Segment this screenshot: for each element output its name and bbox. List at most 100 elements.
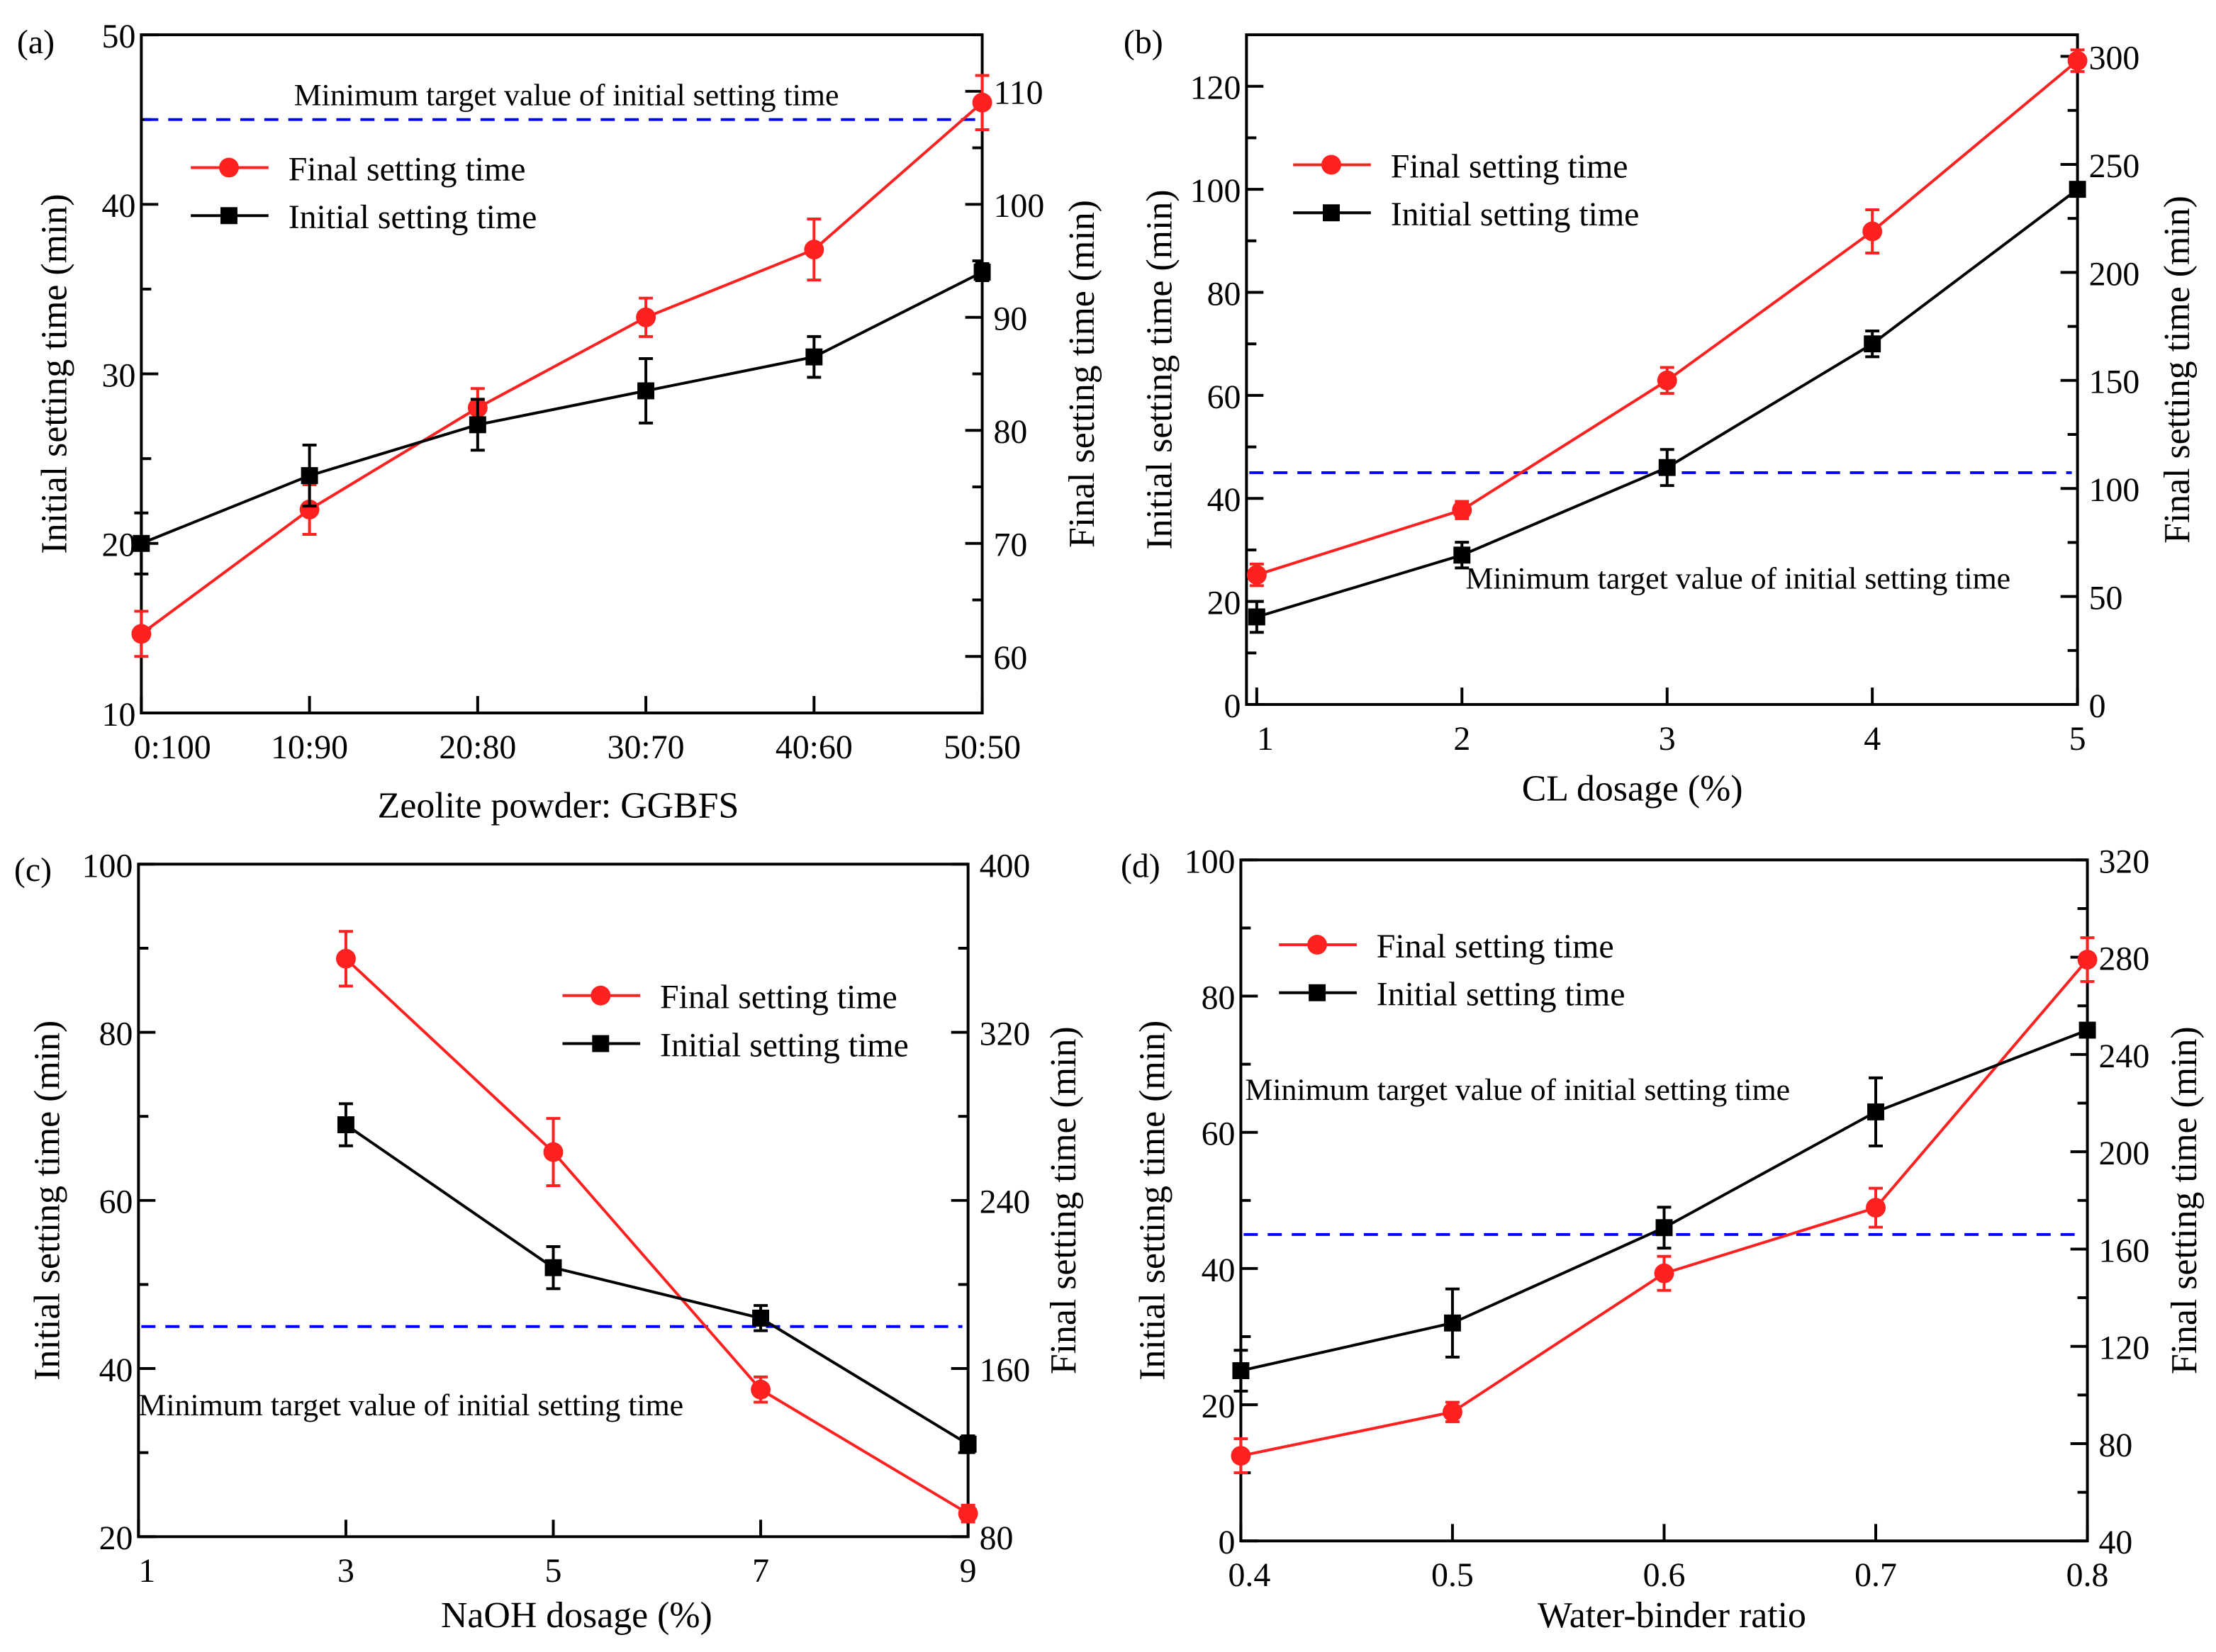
right-axis-label: Final setting time (min) bbox=[2164, 1026, 2205, 1374]
left-axis-tick-label: 20 bbox=[99, 1519, 133, 1557]
series-initial-setting-time bbox=[1232, 1021, 2096, 1393]
legend-label: Initial setting time bbox=[660, 1026, 909, 1064]
series-final-setting-time bbox=[131, 74, 992, 658]
data-point-circle bbox=[804, 240, 824, 260]
right-axis-tick-label: 320 bbox=[2099, 843, 2150, 880]
right-axis-tick-label: 150 bbox=[2089, 364, 2140, 401]
left-axis-tick-label: 40 bbox=[1207, 481, 1241, 519]
chart-panel-b: (b) 0 20 40 60 80 100 120 0 50 100 150 200 250 300 1 2 3 4… bbox=[1124, 23, 2198, 809]
left-axis-tick-label: 80 bbox=[1202, 979, 1236, 1016]
left-axis-tick-label: 100 bbox=[82, 847, 133, 884]
series-final-setting-time bbox=[335, 930, 978, 1524]
data-point-circle bbox=[751, 1379, 771, 1400]
data-point-square bbox=[1248, 608, 1265, 626]
data-point-circle bbox=[2067, 50, 2088, 71]
right-axis-label: Final setting time (min) bbox=[1062, 200, 1102, 548]
data-point-square bbox=[959, 1435, 977, 1453]
reference-line-label: Minimum target value of initial setting … bbox=[294, 79, 839, 113]
panel-label: (b) bbox=[1124, 23, 1163, 61]
right-axis-tick-label: 160 bbox=[980, 1352, 1031, 1389]
data-point-circle bbox=[1452, 500, 1472, 520]
plot-frame bbox=[137, 862, 970, 1539]
chart-panel-c: (c) 20 40 60 80 100 80 160 240 320 400 1 3 5 7 9 NaOH do… bbox=[14, 847, 1084, 1636]
left-axis-tick-label: 60 bbox=[99, 1184, 133, 1221]
x-axis-tick-label: 1 bbox=[1257, 720, 1274, 758]
series-line bbox=[345, 957, 969, 1515]
data-point-square bbox=[637, 382, 655, 400]
right-axis-tick-label: 40 bbox=[2099, 1524, 2133, 1561]
x-axis-label: CL dosage (%) bbox=[1522, 769, 1743, 809]
left-axis-tick-label: 100 bbox=[1190, 172, 1241, 210]
reference-line-label: Minimum target value of initial setting … bbox=[138, 1388, 683, 1422]
legend-label: Final setting time bbox=[1377, 928, 1614, 965]
right-axis-tick-label: 240 bbox=[2099, 1038, 2150, 1075]
data-point-square bbox=[1443, 1314, 1461, 1332]
data-point-circle bbox=[1654, 1263, 1674, 1283]
series-initial-setting-time bbox=[1248, 181, 2086, 634]
series-initial-setting-time bbox=[133, 262, 991, 575]
panel-label: (d) bbox=[1121, 847, 1160, 884]
left-axis-tick-label: 0 bbox=[1224, 687, 1241, 725]
legend-marker-circle bbox=[1321, 154, 1341, 175]
x-axis-tick-label: 0:100 bbox=[134, 729, 211, 766]
x-axis-tick-label: 0.8 bbox=[2066, 1556, 2109, 1594]
right-axis-tick-label: 90 bbox=[994, 300, 1028, 338]
data-point-square bbox=[1658, 459, 1676, 476]
x-axis-tick-label: 4 bbox=[1864, 720, 1881, 758]
x-axis-tick-label: 10:90 bbox=[271, 729, 348, 766]
left-axis-tick-label: 20 bbox=[1207, 585, 1241, 622]
legend-marker-square bbox=[1309, 984, 1326, 1001]
plot-frame bbox=[140, 33, 984, 715]
data-point-square bbox=[1453, 546, 1471, 564]
x-axis-tick-label: 5 bbox=[2069, 720, 2086, 758]
x-axis-tick-label: 30:70 bbox=[608, 729, 685, 766]
legend-label: Initial setting time bbox=[1377, 976, 1625, 1013]
series-initial-setting-time bbox=[337, 1102, 977, 1454]
data-point-circle bbox=[335, 948, 356, 969]
data-point-circle bbox=[543, 1142, 564, 1162]
data-point-square bbox=[337, 1116, 354, 1134]
left-axis-tick-label: 0 bbox=[1219, 1524, 1236, 1561]
data-point-square bbox=[1867, 1103, 1884, 1120]
data-point-circle bbox=[1866, 1198, 1886, 1218]
left-axis-tick-label: 30 bbox=[102, 356, 136, 394]
x-axis-tick-label: 0.7 bbox=[1854, 1556, 1897, 1594]
legend-marker-circle bbox=[1307, 935, 1328, 955]
left-axis-label: Initial setting time (min) bbox=[28, 1021, 68, 1381]
data-point-square bbox=[1864, 335, 1881, 353]
x-axis-tick-label: 7 bbox=[752, 1552, 769, 1590]
left-axis-tick-label: 60 bbox=[1202, 1116, 1236, 1153]
chart-panel-d: (d) 0 20 40 60 80 100 40 80 120 160 200 240 280 320 0.4… bbox=[1121, 843, 2205, 1636]
panel-label: (c) bbox=[14, 851, 52, 889]
right-axis-tick-label: 60 bbox=[994, 639, 1028, 677]
data-point-square bbox=[752, 1309, 770, 1327]
right-axis-label: Final setting time (min) bbox=[2157, 196, 2198, 544]
data-point-circle bbox=[299, 499, 320, 519]
legend-marker-square bbox=[592, 1035, 610, 1052]
right-axis-tick-label: 100 bbox=[994, 187, 1045, 225]
data-point-square bbox=[301, 467, 318, 485]
data-point-circle bbox=[636, 307, 656, 327]
data-point-circle bbox=[972, 92, 992, 113]
series-final-setting-time bbox=[1231, 936, 2098, 1475]
data-point-circle bbox=[131, 624, 152, 644]
left-axis-tick-label: 20 bbox=[102, 527, 136, 564]
data-point-square bbox=[544, 1259, 562, 1276]
chart-panel-a: (a) 10 20 30 40 50 60 70 80 90 100 110 0:100 10:90 20:… bbox=[17, 18, 1102, 826]
data-point-circle bbox=[2077, 950, 2098, 970]
left-axis-tick-label: 60 bbox=[1207, 378, 1241, 416]
right-axis-tick-label: 160 bbox=[2099, 1232, 2150, 1269]
data-point-square bbox=[1232, 1362, 1250, 1380]
series-line bbox=[140, 101, 983, 635]
left-axis-tick-label: 40 bbox=[1202, 1252, 1236, 1289]
left-axis-tick-label: 120 bbox=[1190, 69, 1241, 107]
legend-label: Final setting time bbox=[289, 150, 526, 188]
right-axis-tick-label: 70 bbox=[994, 527, 1028, 564]
legend-label: Final setting time bbox=[660, 979, 897, 1016]
right-axis-tick-label: 110 bbox=[994, 74, 1043, 112]
legend-label: Initial setting time bbox=[1391, 196, 1640, 233]
left-axis-tick-label: 80 bbox=[99, 1016, 133, 1053]
data-point-circle bbox=[1246, 565, 1267, 585]
x-axis-tick-label: 3 bbox=[1659, 720, 1676, 758]
